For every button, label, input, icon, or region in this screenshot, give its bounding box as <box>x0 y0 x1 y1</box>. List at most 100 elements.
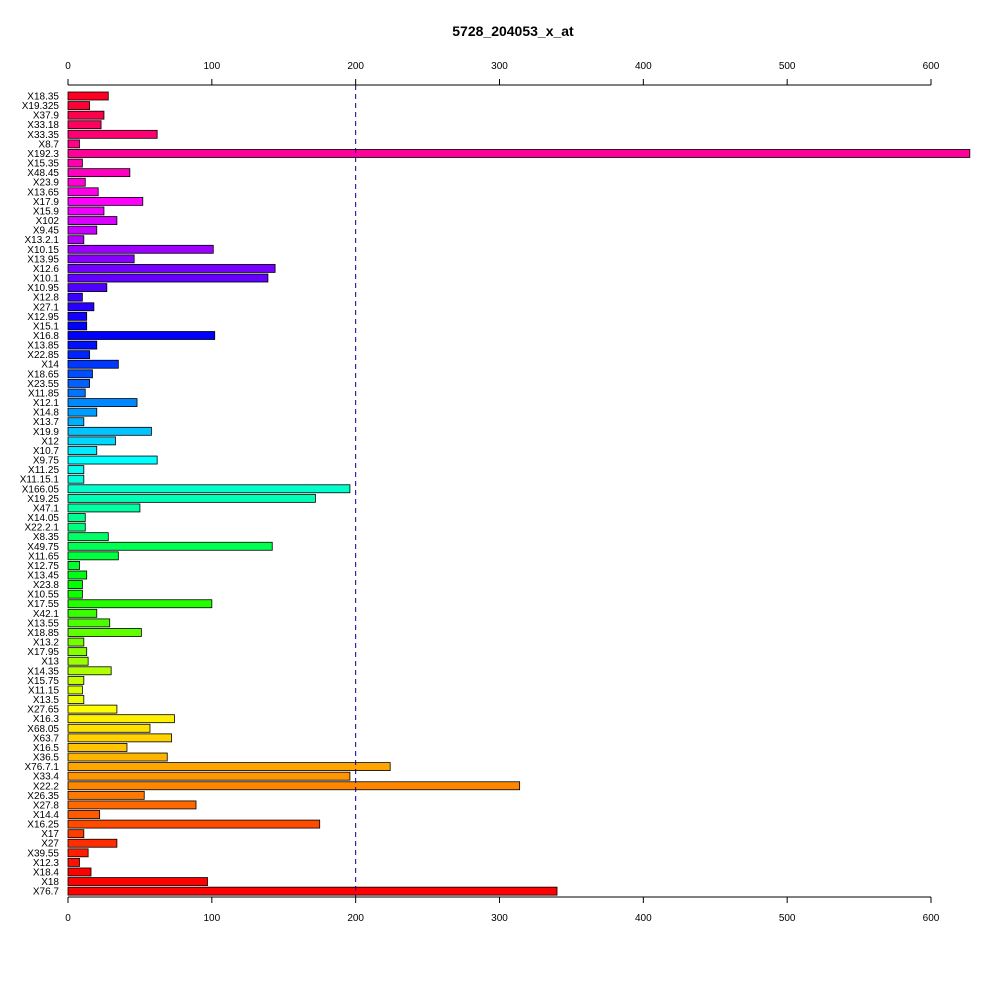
bar <box>67 331 216 340</box>
category-label: X10.55 <box>27 590 59 601</box>
top-tick-label: 200 <box>347 61 364 72</box>
bar <box>67 426 152 436</box>
category-label: X27.8 <box>33 800 60 811</box>
category-label: X11.15.1 <box>20 475 60 486</box>
bar <box>67 398 138 407</box>
category-label: X11.15 <box>28 685 59 696</box>
category-label: X19.25 <box>27 494 59 505</box>
bar <box>67 465 85 475</box>
bar <box>67 254 135 264</box>
category-label: X18.85 <box>27 628 59 639</box>
category-label: X17 <box>41 829 59 840</box>
bar <box>67 618 111 628</box>
category-labels: X18.35X19.325X37.9X33.18X33.35X8.7X192.3… <box>20 92 60 898</box>
category-label: X17.95 <box>27 647 59 658</box>
bar <box>67 704 118 714</box>
category-label: X47.1 <box>33 503 60 514</box>
category-label: X27.65 <box>27 705 59 716</box>
category-label: X13.65 <box>27 187 59 198</box>
bar <box>67 848 89 858</box>
category-label: X49.75 <box>27 542 59 553</box>
category-label: X15.9 <box>33 206 60 217</box>
bar <box>67 877 208 886</box>
category-label: X48.45 <box>27 168 59 179</box>
bar <box>67 819 321 829</box>
bar <box>67 647 88 657</box>
bar <box>67 858 80 867</box>
category-label: X13.85 <box>27 341 59 352</box>
bottom-axis: 0 100 200 300 400 500 600 <box>65 896 940 924</box>
category-label: X33.18 <box>27 120 59 131</box>
bar <box>67 177 86 187</box>
category-label: X10.1 <box>33 274 60 285</box>
bar <box>67 810 101 819</box>
category-label: X12.95 <box>27 312 59 323</box>
category-label: X14.4 <box>33 810 60 821</box>
bar <box>67 455 158 465</box>
category-label: X18.4 <box>33 867 60 878</box>
bar <box>67 264 276 273</box>
bar <box>67 867 92 877</box>
category-label: X11.85 <box>28 388 59 399</box>
bar <box>67 714 175 724</box>
bar <box>67 829 85 839</box>
category-label: X12.3 <box>33 858 60 869</box>
bar <box>67 800 197 810</box>
bar <box>67 484 351 494</box>
category-label: X12.8 <box>33 293 60 304</box>
category-label: X16.25 <box>27 820 59 831</box>
category-label: X9.75 <box>33 456 60 467</box>
bar <box>67 101 90 110</box>
bar <box>67 359 119 369</box>
category-label: X23.8 <box>33 580 60 591</box>
bar <box>67 608 98 618</box>
category-label: X13.2 <box>33 638 60 649</box>
top-tick-label: 500 <box>779 61 796 72</box>
category-label: X19.325 <box>22 101 60 112</box>
bar <box>67 599 213 609</box>
category-label: X15.75 <box>27 676 59 687</box>
category-label: X13.5 <box>33 695 60 706</box>
bar <box>67 321 88 331</box>
category-label: X33.4 <box>33 772 60 783</box>
bar <box>67 417 85 427</box>
category-label: X13.45 <box>27 571 59 582</box>
top-tick-label: 400 <box>635 61 652 72</box>
category-label: X16.3 <box>33 714 60 725</box>
bar <box>67 743 128 752</box>
category-label: X11.65 <box>28 551 59 562</box>
bar <box>67 838 118 848</box>
bar <box>67 752 168 762</box>
category-label: X10.95 <box>27 283 59 294</box>
bottom-tick-label: 300 <box>491 913 508 924</box>
bar <box>67 561 80 570</box>
category-label: X14.35 <box>27 666 59 677</box>
category-label: X102 <box>36 216 60 227</box>
bar <box>67 158 83 168</box>
bottom-tick-label: 100 <box>203 913 220 924</box>
bar <box>67 493 316 503</box>
category-label: X10.7 <box>33 446 60 457</box>
bar <box>67 733 172 743</box>
bar <box>67 522 86 532</box>
bar <box>67 781 521 791</box>
bar <box>67 91 109 101</box>
top-tick-label: 300 <box>491 61 508 72</box>
category-label: X10.15 <box>27 245 59 256</box>
bar <box>67 666 112 676</box>
category-label: X13.7 <box>33 417 60 428</box>
bar <box>67 580 83 589</box>
bar <box>67 129 158 139</box>
category-label: X22.85 <box>27 350 59 361</box>
category-label: X63.7 <box>33 733 60 744</box>
top-tick-label: 600 <box>923 61 940 72</box>
bar <box>67 311 88 321</box>
bar <box>67 474 85 484</box>
bar <box>67 541 273 551</box>
category-label: X18.65 <box>27 369 59 380</box>
category-label: X26.35 <box>27 791 59 802</box>
bar <box>67 532 109 542</box>
bar <box>67 589 83 599</box>
category-label: X166.05 <box>22 484 60 495</box>
